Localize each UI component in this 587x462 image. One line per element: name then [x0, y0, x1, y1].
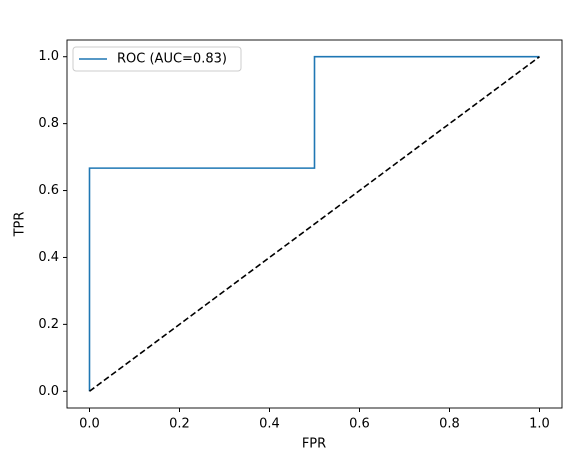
plot-frame [66, 39, 563, 409]
series-line [88, 55, 540, 392]
y-tick-label: 0.6 [38, 183, 59, 198]
x-tick-label: 0.8 [439, 417, 460, 432]
y-tick-label: 0.8 [38, 116, 59, 131]
x-tick-label: 1.0 [529, 417, 550, 432]
legend-label: ROC (AUC=0.83) [117, 52, 227, 67]
x-tick-label: 0.6 [349, 417, 370, 432]
x-tick-label: 0.4 [259, 417, 280, 432]
x-axis-label: FPR [302, 437, 326, 452]
y-tick-label: 1.0 [38, 49, 59, 64]
y-axis-label: TPR [13, 212, 28, 238]
series-line [89, 56, 540, 392]
legend-box [72, 46, 242, 72]
y-tick-label: 0.2 [38, 317, 59, 332]
x-tick-label: 0.2 [169, 417, 190, 432]
y-tick-label: 0.4 [38, 250, 59, 265]
y-tick-label: 0.0 [38, 384, 59, 399]
x-tick-label: 0.0 [79, 417, 100, 432]
